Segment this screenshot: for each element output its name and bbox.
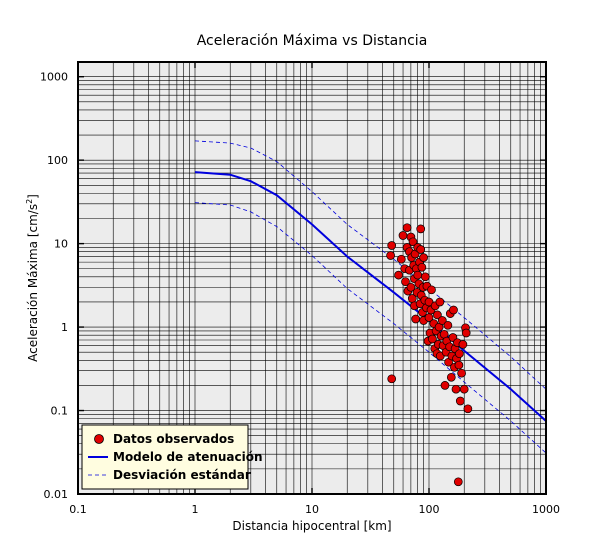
data-point <box>446 372 456 382</box>
data-point <box>420 272 430 282</box>
x-tick-label: 1000 <box>532 503 560 516</box>
data-point <box>458 340 468 349</box>
data-point <box>455 396 465 406</box>
data-point <box>424 297 434 307</box>
data-point <box>455 349 464 359</box>
data-point <box>387 374 397 384</box>
data-point <box>402 223 412 233</box>
data-point <box>396 254 406 264</box>
deviation-lower-line <box>194 202 547 454</box>
legend-label-model: Modelo de atenuación <box>113 450 263 464</box>
data-point <box>408 237 418 247</box>
x-axis-label: Distancia hipocentral [km] <box>232 519 391 533</box>
data-point <box>457 368 466 378</box>
data-point <box>428 334 437 344</box>
y-tick-label: 1000 <box>40 71 68 84</box>
data-point <box>386 251 395 260</box>
y-tick-label: 10 <box>54 238 68 251</box>
data-point <box>406 282 416 292</box>
y-tick-label: 100 <box>47 154 68 167</box>
x-tick-labels: 0.1 1 10 100 1000 <box>69 503 560 516</box>
data-point <box>459 384 469 394</box>
data-point <box>443 320 453 330</box>
axis-ticks <box>77 62 547 495</box>
data-point <box>416 245 426 254</box>
data-point <box>411 314 421 324</box>
data-point <box>451 384 461 394</box>
x-tick-label: 1 <box>192 503 199 516</box>
data-point <box>433 310 442 320</box>
y-tick-label: 0.1 <box>51 405 69 418</box>
y-tick-label: 0.01 <box>44 488 69 501</box>
deviation-curves <box>194 140 547 454</box>
legend-label-deviation: Desviación estándar <box>113 468 251 482</box>
data-point <box>461 328 471 338</box>
x-tick-label: 100 <box>419 503 440 516</box>
data-point <box>463 404 473 414</box>
legend-marker-points <box>94 434 104 444</box>
data-point <box>417 262 427 272</box>
data-point <box>398 231 408 240</box>
x-tick-label: 0.1 <box>69 503 87 516</box>
data-point <box>394 270 403 280</box>
data-point <box>440 381 450 390</box>
data-point <box>416 224 426 234</box>
grid-lines <box>78 62 546 494</box>
data-point <box>435 297 445 307</box>
legend: Datos observados Modelo de atenuación De… <box>81 424 263 490</box>
data-point <box>437 316 447 325</box>
legend-label-points: Datos observados <box>113 432 234 446</box>
y-tick-labels: 0.01 0.1 1 10 100 1000 <box>40 71 68 501</box>
y-axis-label: Aceleración Máxima [cm/s2] <box>25 194 40 362</box>
data-point <box>401 277 410 287</box>
legend-box <box>81 424 249 490</box>
chart-title: Aceleración Máxima vs Distancia <box>197 33 428 49</box>
data-point <box>419 253 428 262</box>
model-line <box>194 171 547 422</box>
data-point <box>453 477 463 487</box>
data-point <box>454 360 464 370</box>
deviation-upper-line <box>194 140 547 390</box>
data-point <box>387 241 397 250</box>
y-tick-label: 1 <box>61 321 68 334</box>
data-point <box>449 305 458 315</box>
data-point <box>427 285 436 295</box>
observed-points <box>386 223 473 487</box>
x-tick-label: 10 <box>305 503 319 516</box>
attenuation-curve <box>194 171 547 422</box>
data-point <box>413 270 423 280</box>
